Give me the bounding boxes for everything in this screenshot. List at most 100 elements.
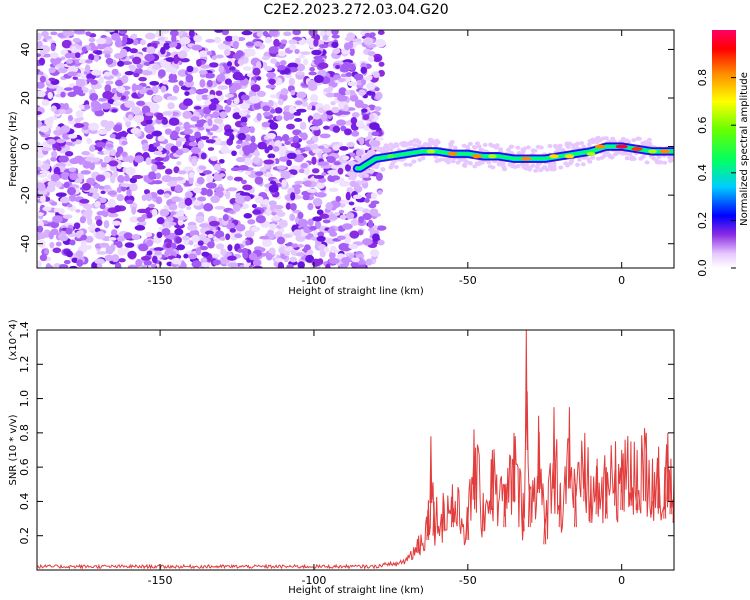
noise-cell	[177, 218, 184, 226]
noise-cell	[293, 135, 300, 143]
noise-cell	[40, 45, 51, 54]
noise-cell	[75, 78, 86, 87]
noise-cell	[196, 94, 203, 102]
noise-cell	[332, 144, 340, 151]
signal-halo	[452, 145, 458, 150]
noise-cell	[109, 133, 116, 139]
noise-cell	[313, 38, 319, 47]
noise-cell	[183, 121, 191, 130]
noise-cell	[286, 263, 294, 268]
noise-cell	[282, 170, 291, 180]
noise-cell	[69, 265, 78, 268]
noise-cell	[215, 54, 224, 59]
noise-cell	[309, 225, 317, 231]
noise-cell	[237, 248, 243, 253]
noise-cell	[127, 250, 137, 260]
noise-cell	[175, 126, 181, 133]
noise-cell	[160, 59, 171, 69]
noise-cell	[363, 75, 373, 81]
noise-cell	[242, 66, 252, 71]
noise-cell	[353, 73, 364, 81]
noise-cell	[161, 228, 171, 236]
noise-cell	[168, 73, 178, 82]
noise-cell	[249, 126, 255, 134]
noise-cell	[331, 106, 340, 114]
signal-halo	[524, 162, 530, 167]
noise-cell	[257, 141, 268, 150]
noise-cell	[349, 63, 356, 71]
noise-cell	[60, 125, 71, 134]
noise-cell	[90, 187, 98, 194]
noise-cell	[103, 149, 111, 155]
colorbar-tick-label: 0.4	[696, 164, 709, 182]
noise-cell	[349, 182, 360, 188]
noise-cell	[107, 98, 115, 105]
signal-peak	[659, 149, 670, 154]
noise-cell	[308, 71, 317, 76]
noise-cell	[266, 71, 276, 79]
noise-cell	[317, 231, 325, 237]
signal-peak	[564, 154, 575, 159]
noise-cell	[198, 50, 208, 58]
noise-cell	[377, 30, 385, 36]
noise-cell	[84, 64, 91, 73]
noise-cell	[312, 143, 319, 150]
noise-cell	[98, 185, 105, 190]
noise-cell	[297, 211, 304, 220]
signal-halo	[500, 162, 506, 167]
noise-cell	[177, 215, 188, 221]
signal-halo	[349, 160, 355, 165]
noise-cell	[152, 142, 161, 148]
noise-cell	[253, 102, 261, 110]
noise-cell	[292, 30, 301, 36]
noise-cell	[108, 160, 119, 167]
noise-cell	[298, 169, 306, 174]
noise-cell	[58, 155, 69, 163]
noise-cell	[296, 91, 307, 99]
noise-cell	[150, 263, 157, 268]
noise-cell	[218, 173, 226, 178]
noise-cell	[131, 106, 141, 115]
noise-cell	[129, 64, 136, 72]
noise-cell	[250, 226, 261, 232]
y-tick-label: 40	[19, 42, 32, 56]
noise-cell	[331, 34, 340, 39]
noise-cell	[117, 60, 125, 67]
noise-cell	[309, 126, 321, 131]
noise-cell	[265, 171, 272, 178]
noise-cell	[133, 115, 145, 123]
signal-halo	[624, 156, 630, 161]
noise-cell	[305, 37, 316, 45]
noise-cell	[144, 32, 156, 40]
noise-cell	[47, 85, 58, 89]
noise-cell	[84, 208, 93, 217]
noise-cell	[372, 213, 382, 217]
noise-cell	[164, 168, 173, 175]
noise-cell	[229, 228, 236, 233]
signal-halo	[347, 171, 353, 176]
noise-cell	[350, 117, 358, 125]
noise-cell	[114, 262, 122, 268]
noise-cell	[88, 144, 96, 152]
noise-cell	[183, 253, 189, 259]
signal-halo	[490, 165, 496, 170]
noise-cell	[361, 208, 370, 214]
signal-halo	[403, 162, 409, 167]
signal-peak	[586, 151, 596, 156]
noise-cell	[85, 59, 93, 64]
noise-cell	[367, 51, 376, 56]
noise-cell	[96, 129, 108, 135]
noise-cell	[325, 263, 331, 268]
signal-peak	[387, 154, 395, 159]
noise-cell	[268, 30, 279, 37]
y-tick-label: 0.8	[18, 424, 31, 442]
noise-cell	[214, 205, 226, 210]
noise-cell	[314, 220, 321, 229]
noise-cell	[170, 196, 181, 203]
noise-cell	[306, 104, 313, 111]
noise-cell	[117, 174, 125, 183]
noise-cell	[171, 257, 182, 265]
signal-halo	[646, 137, 652, 142]
noise-cell	[358, 216, 364, 224]
noise-cell	[50, 31, 58, 36]
